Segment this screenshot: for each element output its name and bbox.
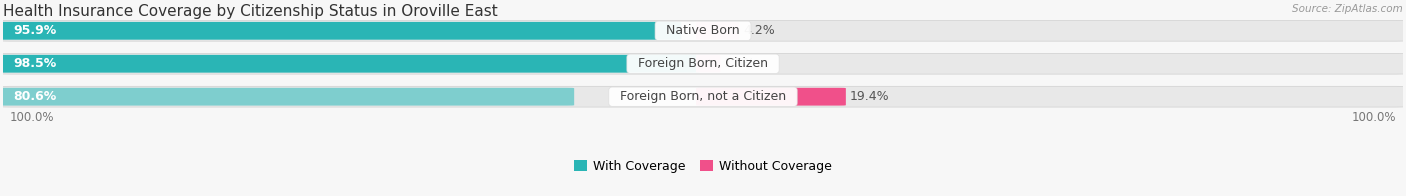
- FancyBboxPatch shape: [696, 88, 846, 106]
- Text: Foreign Born, not a Citizen: Foreign Born, not a Citizen: [612, 90, 794, 103]
- Text: 100.0%: 100.0%: [10, 111, 55, 123]
- Text: 95.9%: 95.9%: [13, 24, 56, 37]
- Text: 19.4%: 19.4%: [849, 90, 889, 103]
- Text: Health Insurance Coverage by Citizenship Status in Oroville East: Health Insurance Coverage by Citizenship…: [3, 4, 498, 19]
- FancyBboxPatch shape: [0, 88, 574, 106]
- Text: Native Born: Native Born: [658, 24, 748, 37]
- Text: 4.2%: 4.2%: [742, 24, 775, 37]
- FancyBboxPatch shape: [696, 22, 740, 40]
- FancyBboxPatch shape: [0, 86, 1406, 107]
- FancyBboxPatch shape: [0, 22, 682, 40]
- Text: 80.6%: 80.6%: [13, 90, 56, 103]
- Legend: With Coverage, Without Coverage: With Coverage, Without Coverage: [574, 160, 832, 173]
- FancyBboxPatch shape: [0, 55, 700, 73]
- FancyBboxPatch shape: [0, 20, 1406, 41]
- Text: 98.5%: 98.5%: [13, 57, 56, 70]
- FancyBboxPatch shape: [696, 55, 720, 73]
- Text: 1.5%: 1.5%: [724, 57, 756, 70]
- Text: Foreign Born, Citizen: Foreign Born, Citizen: [630, 57, 776, 70]
- Text: Source: ZipAtlas.com: Source: ZipAtlas.com: [1292, 4, 1403, 14]
- FancyBboxPatch shape: [0, 53, 1406, 74]
- Text: 100.0%: 100.0%: [1351, 111, 1396, 123]
